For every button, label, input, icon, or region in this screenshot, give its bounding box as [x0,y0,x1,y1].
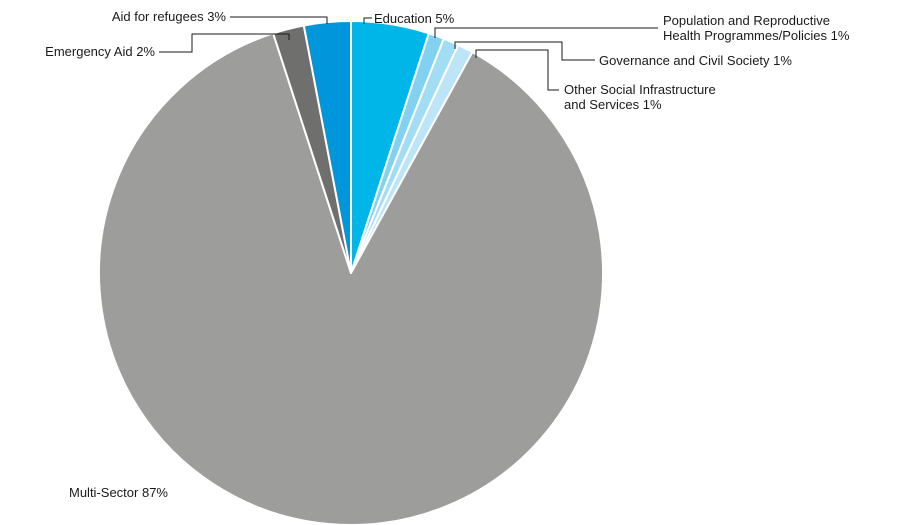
pie-slice-multi-sector [98,32,604,525]
leader-line-education [363,17,372,24]
leader-line-governance-and-civil-society [454,41,595,61]
leader-line-other-social-infrastructure-and-services [475,49,559,91]
slice-label-emergency-aid: Emergency Aid 2% [45,44,155,59]
leader-line-population-and-reproductive-health-programmes-policies [434,27,658,38]
leader-line-aid-for-refugees [230,16,328,24]
slice-label-population-and-reproductive-health-programmes-policies: Population and Reproductive Health Progra… [663,13,850,43]
slice-label-multi-sector: Multi-Sector 87% [69,485,168,500]
pie-slices [98,20,604,525]
slice-label-other-social-infrastructure-and-services: Other Social Infrastructure and Services … [564,82,716,112]
slice-label-education: Education 5% [374,11,455,26]
leader-line-emergency-aid [159,33,290,53]
slice-label-aid-for-refugees: Aid for refugees 3% [112,9,227,24]
slice-labels: Education 5% Population and Reproductive H… [45,9,850,500]
slice-label-governance-and-civil-society: Governance and Civil Society 1% [599,53,792,68]
